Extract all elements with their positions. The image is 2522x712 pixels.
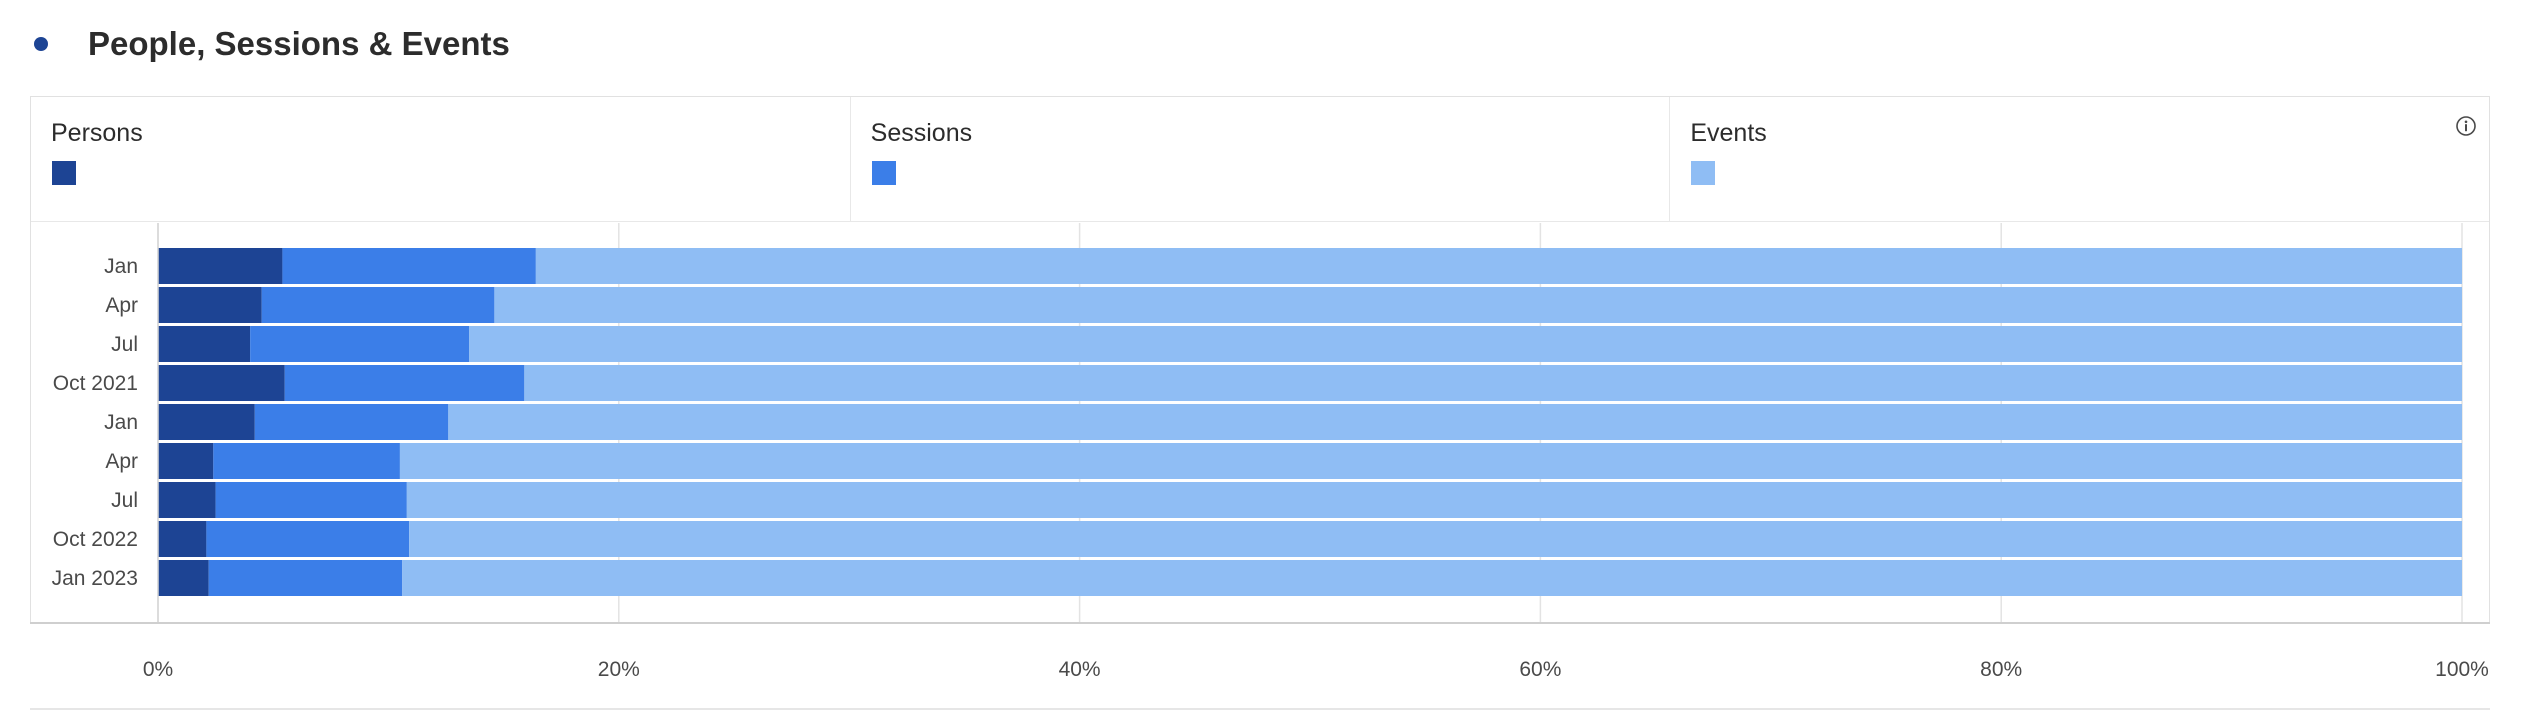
bar-segment-persons <box>158 443 214 479</box>
bar-segment-sessions <box>250 326 470 362</box>
category-label: Jan 2023 <box>52 567 138 590</box>
bar-segment-persons <box>158 404 255 440</box>
bar-segment-events <box>406 482 2462 518</box>
bar-segment-persons <box>158 482 216 518</box>
bar-segment-sessions <box>215 482 407 518</box>
category-label: Oct 2022 <box>53 528 138 551</box>
x-tick-label: 0% <box>143 658 173 681</box>
bar-segment-sessions <box>261 287 495 323</box>
legend-label: Sessions <box>870 119 973 147</box>
bar-segment-sessions <box>206 521 410 557</box>
legend-swatch-persons <box>52 161 76 185</box>
x-tick-label: 40% <box>1059 658 1101 681</box>
bar-segment-sessions <box>254 404 449 440</box>
legend-item-events[interactable]: Events <box>1670 97 2489 221</box>
bar-segment-persons <box>158 365 285 401</box>
legend-label: Events <box>1690 119 1767 147</box>
bar-segment-sessions <box>208 560 403 596</box>
legend: Persons Sessions Events <box>31 97 2489 222</box>
chart-title: People, Sessions & Events <box>88 25 510 62</box>
x-tick-label: 20% <box>598 658 640 681</box>
bar-segment-events <box>402 560 2462 596</box>
bar-segment-persons <box>158 287 262 323</box>
bottom-divider <box>30 708 2490 710</box>
bar-segment-persons <box>158 560 209 596</box>
legend-item-sessions[interactable]: Sessions <box>851 97 1671 221</box>
chart-header: People, Sessions & Events <box>34 18 510 70</box>
legend-label: Persons <box>51 119 143 147</box>
bar-segment-events <box>535 248 2463 284</box>
bar-segment-events <box>399 443 2463 479</box>
x-tick-label: 80% <box>1980 658 2022 681</box>
bar-segment-events <box>469 326 2462 362</box>
bar-segment-events <box>448 404 2463 440</box>
category-label: Apr <box>105 294 138 317</box>
bar-segment-sessions <box>213 443 400 479</box>
category-label: Apr <box>105 450 138 473</box>
legend-swatch-sessions <box>871 161 896 185</box>
info-icon[interactable] <box>2455 115 2477 137</box>
bar-segment-persons <box>158 521 207 557</box>
bar-segment-events <box>494 287 2462 323</box>
bar-segment-events <box>409 521 2462 557</box>
category-label: Jan <box>104 411 138 434</box>
category-label: Jan <box>104 255 138 278</box>
bar-segment-persons <box>158 248 283 284</box>
bar-segment-persons <box>158 326 251 362</box>
category-label: Oct 2021 <box>53 372 138 395</box>
x-tick-label: 100% <box>2435 658 2489 681</box>
category-label: Jul <box>111 333 138 356</box>
bar-segment-sessions <box>284 365 525 401</box>
category-label: Jul <box>111 489 138 512</box>
legend-swatch-events <box>1691 161 1716 185</box>
bar-segment-events <box>524 365 2463 401</box>
bar-segment-sessions <box>282 248 536 284</box>
x-tick-label: 60% <box>1519 658 1561 681</box>
header-bullet-icon <box>34 37 48 51</box>
legend-item-persons[interactable]: Persons <box>31 97 851 221</box>
